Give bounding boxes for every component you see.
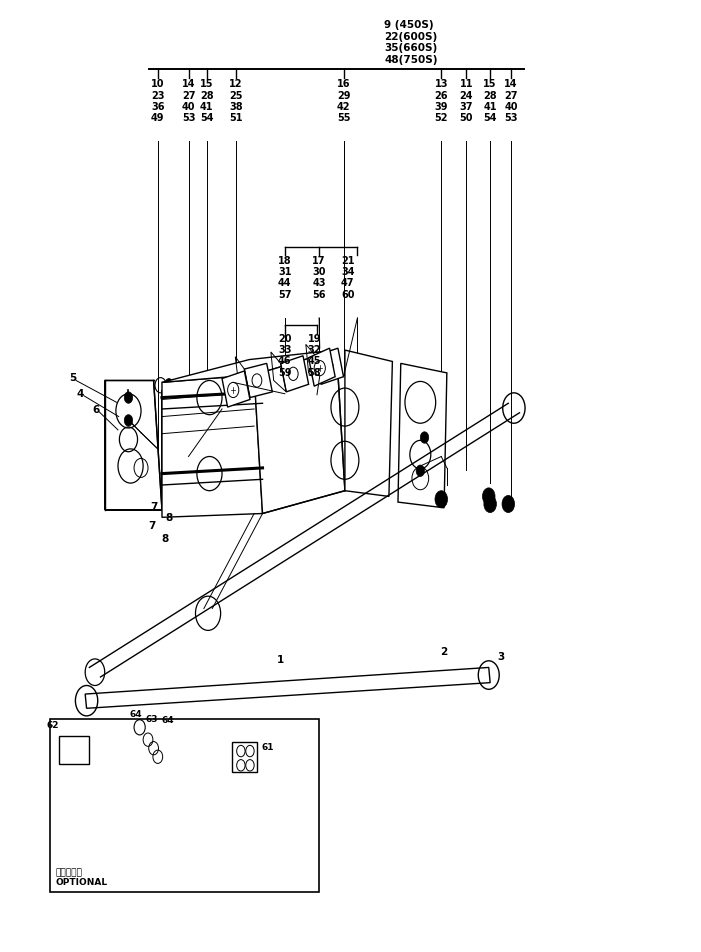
Polygon shape xyxy=(280,356,308,392)
Circle shape xyxy=(482,488,495,506)
Polygon shape xyxy=(245,364,272,398)
Text: 2: 2 xyxy=(440,646,447,656)
Text: 48(750S): 48(750S) xyxy=(384,54,437,65)
Text: 1: 1 xyxy=(277,654,285,664)
Polygon shape xyxy=(308,348,335,387)
Text: 19
32
45
58: 19 32 45 58 xyxy=(307,333,321,377)
Text: 4: 4 xyxy=(76,388,84,399)
Text: 12
25
38
51: 12 25 38 51 xyxy=(229,79,243,123)
Circle shape xyxy=(165,379,173,390)
Polygon shape xyxy=(254,350,345,514)
Text: 7: 7 xyxy=(148,521,155,530)
Text: 8: 8 xyxy=(165,512,172,522)
Text: 35(660S): 35(660S) xyxy=(384,43,437,53)
Text: 62: 62 xyxy=(46,721,59,729)
Text: 11
24
37
50: 11 24 37 50 xyxy=(460,79,473,123)
Text: 14
27
40
53: 14 27 40 53 xyxy=(182,79,196,123)
Text: 16
29
42
55: 16 29 42 55 xyxy=(336,79,350,123)
Text: 15
28
41
54: 15 28 41 54 xyxy=(200,79,214,123)
Polygon shape xyxy=(162,350,336,383)
Circle shape xyxy=(484,496,496,513)
Text: 6: 6 xyxy=(92,405,99,414)
Text: 63: 63 xyxy=(146,714,158,723)
Text: 61: 61 xyxy=(261,742,273,751)
Text: 13
26
39
52: 13 26 39 52 xyxy=(435,79,448,123)
Polygon shape xyxy=(345,350,393,497)
Text: 10
23
36
49: 10 23 36 49 xyxy=(151,79,165,123)
Polygon shape xyxy=(222,371,250,407)
Text: 21
34
47
60: 21 34 47 60 xyxy=(341,256,355,299)
Circle shape xyxy=(124,415,132,426)
Text: 64: 64 xyxy=(129,709,142,718)
Text: オプション
OPTIONAL: オプション OPTIONAL xyxy=(56,867,108,886)
Polygon shape xyxy=(104,381,162,510)
Circle shape xyxy=(421,432,429,444)
Text: 15
28
41
54: 15 28 41 54 xyxy=(483,79,497,123)
Circle shape xyxy=(435,491,447,508)
Polygon shape xyxy=(162,375,262,518)
Text: 17
30
43
56: 17 30 43 56 xyxy=(313,256,326,299)
Circle shape xyxy=(124,392,132,404)
Polygon shape xyxy=(315,348,343,385)
Text: 5: 5 xyxy=(69,372,76,383)
Text: 3: 3 xyxy=(497,651,505,661)
Text: 14
27
40
53: 14 27 40 53 xyxy=(504,79,518,123)
Circle shape xyxy=(502,496,515,513)
Polygon shape xyxy=(86,667,490,708)
Text: 9 (450S): 9 (450S) xyxy=(384,20,434,30)
Text: 20
33
46
59: 20 33 46 59 xyxy=(278,333,292,377)
Text: 8: 8 xyxy=(162,533,169,543)
Text: 7: 7 xyxy=(150,502,157,511)
Text: 22(600S): 22(600S) xyxy=(384,31,437,42)
Bar xyxy=(50,719,319,892)
Text: 64: 64 xyxy=(161,716,174,724)
Text: 18
31
44
57: 18 31 44 57 xyxy=(278,256,292,299)
Circle shape xyxy=(416,466,425,477)
Polygon shape xyxy=(398,364,447,508)
